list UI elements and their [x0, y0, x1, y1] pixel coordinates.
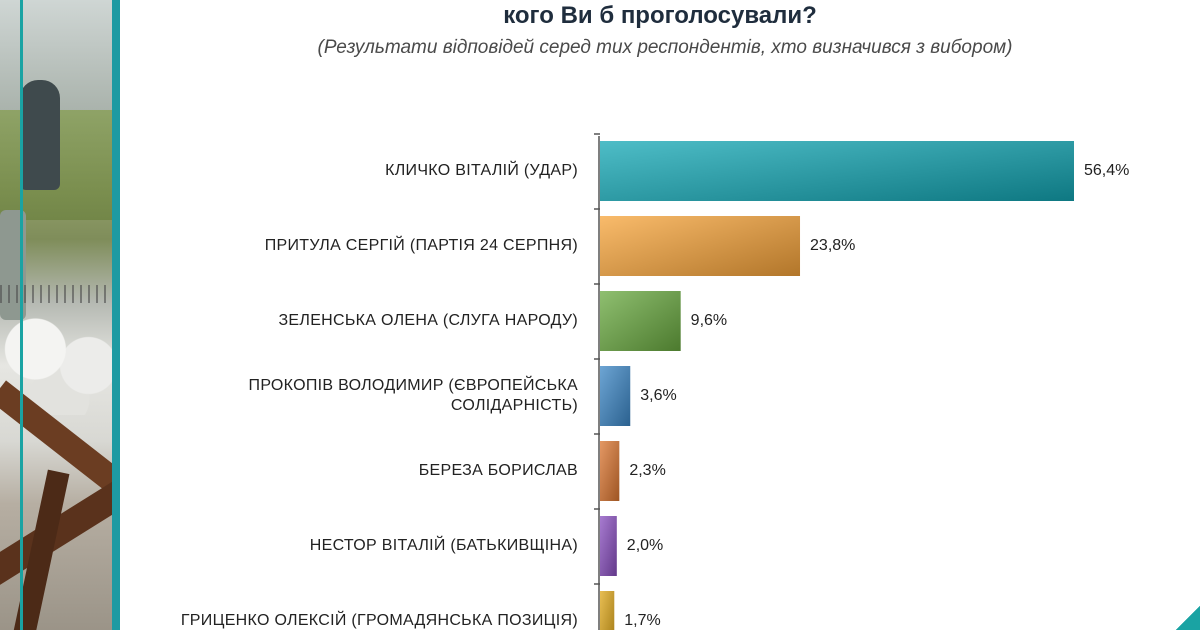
category-label: НЕСТОР ВІТАЛІЙ (БАТЬКИВЩІНА): [309, 537, 578, 554]
chart-title: кого Ви б проголосували?: [503, 2, 817, 29]
bar-2: [600, 216, 801, 276]
bar-4: [600, 366, 631, 426]
value-label: 23,8%: [810, 237, 856, 254]
corner-accent: [1176, 606, 1200, 630]
value-label: 1,7%: [624, 612, 661, 629]
value-label: 9,6%: [690, 312, 728, 329]
category-label: КЛИЧКО ВІТАЛІЙ (УДАР): [385, 162, 578, 179]
background-photo: [0, 0, 118, 630]
photo-fence: [0, 285, 118, 303]
value-label: 56,4%: [1084, 162, 1130, 179]
bar-5: [600, 441, 620, 501]
accent-panel-border: [112, 0, 120, 630]
category-label: ЗЕЛЕНСЬКА ОЛЕНА (СЛУГА НАРОДУ): [278, 312, 578, 329]
value-label: 2,3%: [629, 462, 666, 479]
bar-3: [600, 291, 681, 351]
category-label: БЕРЕЗА БОРИСЛАВ: [418, 462, 578, 479]
photo-accent-line: [20, 0, 23, 630]
bar-1: [600, 141, 1074, 201]
bar-7: [600, 591, 615, 630]
category-label: ПРИТУЛА СЕРГІЙ (ПАРТІЯ 24 СЕРПНЯ): [264, 237, 578, 254]
value-label: 3,6%: [640, 387, 677, 404]
chart-subtitle: (Результати відповідей серед тих респонд…: [317, 37, 1013, 58]
value-label: 2,0%: [626, 537, 664, 554]
photo-statue: [20, 80, 60, 190]
bar-6: [600, 516, 617, 576]
category-label: ГРИЦЕНКО ОЛЕКСІЙ (ГРОМАДЯНСЬКА ПОЗИЦІЯ): [180, 612, 578, 629]
category-label: ПРОКОПІВ ВОЛОДИМИР (ЄВРОПЕЙСЬКА СОЛІДАРН…: [248, 377, 578, 414]
